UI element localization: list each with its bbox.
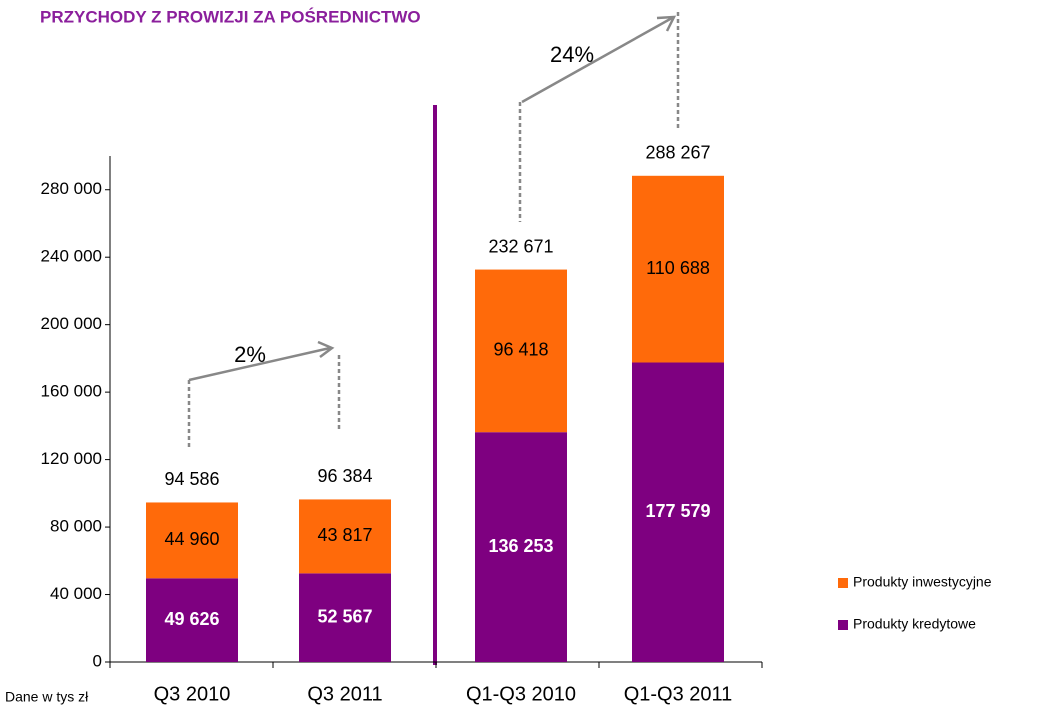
total-label: 232 671 [488,236,553,256]
bar-segment [299,573,391,662]
bar-segment [632,362,724,662]
y-tick-label: 160 000 [41,382,102,401]
note: Dane w tys zł [5,689,89,705]
annotation: 24% [550,42,594,67]
annotation: 2% [234,342,266,367]
value-label: 136 253 [488,536,553,556]
bar-segment [146,578,238,662]
value-label: 52 567 [317,606,372,626]
legend-swatch [838,578,848,588]
y-tick-label: 40 000 [50,584,102,603]
y-tick-label: 120 000 [41,449,102,468]
y-tick-label: 240 000 [41,247,102,266]
legend-swatch [838,620,848,630]
value-label: 96 418 [493,340,548,360]
chart-title: PRZYCHODY Z PROWIZJI ZA POŚREDNICTWO [40,7,421,26]
y-tick-label: 200 000 [41,314,102,333]
y-tick-label: 0 [93,651,102,670]
value-label: 49 626 [164,609,219,629]
bar-segment [146,502,238,579]
x-tick-label: Q1-Q3 2011 [624,683,733,705]
x-tick-label: Q3 2010 [154,683,231,705]
y-tick-label: 80 000 [50,517,102,536]
value-label: 43 817 [317,525,372,545]
growth-arrows [187,12,680,450]
bar-segment [299,499,391,574]
bar-segment [475,269,567,433]
legend-label: Produkty inwestycyjne [853,574,992,590]
value-label: 44 960 [164,529,219,549]
y-tick-label: 280 000 [41,179,102,198]
total-label: 94 586 [164,469,219,489]
total-label: 96 384 [317,466,372,486]
x-tick-label: Q1-Q3 2010 [466,683,576,705]
bar-segment [632,175,724,363]
value-label: 110 688 [646,258,710,278]
x-tick-label: Q3 2011 [307,683,382,705]
total-label: 288 267 [645,143,710,163]
value-label: 177 579 [645,501,710,521]
bar-segment [475,432,567,662]
legend-label: Produkty kredytowe [853,616,976,632]
